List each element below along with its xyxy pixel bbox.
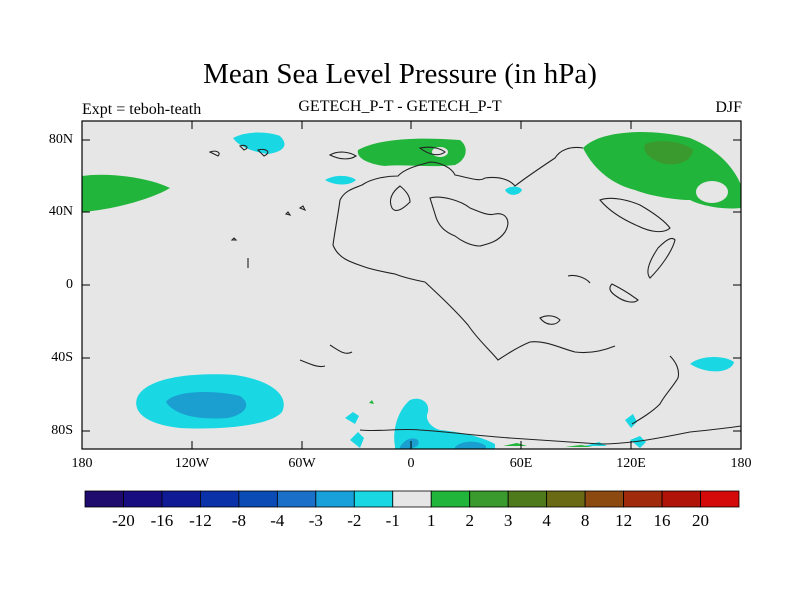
negative-anomaly-atlantic-small (505, 186, 522, 195)
colorbar-label: -12 (189, 511, 212, 530)
colorbar-label: 12 (615, 511, 633, 530)
colorbar-label: -3 (308, 511, 323, 530)
negative-anomaly-arctic (233, 132, 285, 154)
negative-anomaly-pacific-north (325, 175, 356, 185)
lat-label-80s: 80S (51, 423, 73, 438)
season-label: DJF (715, 99, 742, 116)
colorbar-swatch (84, 490, 124, 508)
colorbar (84, 490, 740, 508)
colorbar-label: -20 (112, 511, 135, 530)
lat-label-40n: 40N (48, 204, 73, 219)
lon-label-120w: 120W (174, 456, 210, 471)
colorbar-swatch (546, 490, 586, 508)
negative-anomaly-southern-ocean-core (400, 438, 486, 449)
colorbar-swatch (507, 490, 548, 508)
colorbar-swatch (238, 490, 278, 508)
colorbar-swatch (469, 490, 509, 508)
map-title: Mean Sea Level Pressure (in hPa) (203, 58, 597, 90)
colorbar-label: 4 (542, 511, 551, 530)
colorbar-label: 3 (503, 511, 513, 530)
colorbar-swatch (700, 490, 740, 508)
dataset-label: GETECH_P-T - GETECH_P-T (298, 98, 502, 115)
colorbar-label: -2 (347, 511, 362, 530)
axis-ticks (81, 121, 742, 449)
colorbar-swatch (161, 490, 201, 508)
colorbar-swatch (200, 490, 240, 508)
colorbar-swatch (584, 490, 624, 508)
colorbar-swatch (392, 490, 432, 508)
negative-anomaly-southern-ocean (394, 398, 495, 449)
negative-anomaly-indian-ocean (690, 356, 734, 372)
lon-label-60e: 60E (509, 456, 533, 471)
experiment-label: Expt = teboh-teath (82, 101, 202, 118)
colorbar-swatch (123, 490, 163, 508)
colorbar-label: 16 (653, 511, 671, 530)
colorbar-label: 8 (580, 511, 590, 530)
colorbar-swatch (623, 490, 663, 508)
colorbar-swatch (430, 490, 471, 508)
lon-label-180w: 180 (71, 456, 93, 471)
colorbar-label: -1 (385, 511, 400, 530)
negative-anomaly-south-pacific-core (166, 392, 247, 419)
colorbar-swatch (661, 490, 701, 508)
lon-label-60w: 60W (288, 456, 316, 471)
positive-anomaly-arctic-atlantic (357, 138, 466, 167)
colorbar-label: 20 (692, 511, 710, 530)
colorbar-label: 2 (465, 511, 474, 530)
lat-label-40s: 40S (51, 350, 73, 365)
lon-label-120e: 120E (616, 456, 646, 471)
lon-label-0: 0 (407, 456, 415, 471)
colorbar-label: -8 (231, 511, 246, 530)
siberia-hole (696, 181, 728, 203)
colorbar-label: -16 (150, 511, 174, 530)
colorbar-swatch (276, 490, 317, 508)
continent-outlines (208, 144, 741, 445)
lat-label-0: 0 (66, 277, 73, 292)
lat-label-80n: 80N (48, 132, 73, 147)
lon-label-180e: 180 (730, 456, 752, 471)
positive-anomaly-north-pacific (82, 174, 170, 212)
colorbar-label: -4 (270, 511, 285, 530)
colorbar-swatch (353, 490, 394, 508)
colorbar-swatch (315, 490, 355, 508)
colorbar-label: 1 (426, 511, 436, 530)
positive-anomaly-siberia-core (644, 141, 693, 165)
